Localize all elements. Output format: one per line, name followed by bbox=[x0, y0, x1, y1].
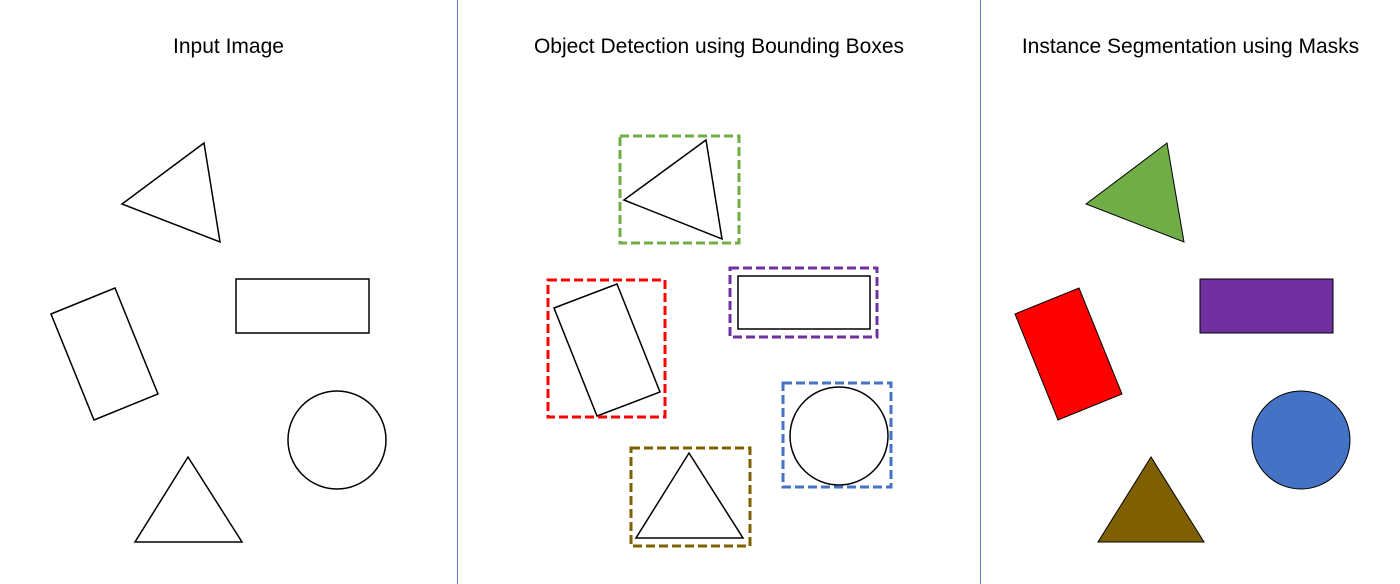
rectangle-tilted-mask bbox=[1014, 287, 1123, 421]
rectangle-wide-shape bbox=[737, 275, 871, 330]
triangle-top-shape bbox=[622, 138, 723, 241]
rectangle-wide-shape bbox=[235, 278, 370, 334]
object-detection-panel bbox=[546, 134, 893, 548]
rectangle-wide-mask bbox=[1199, 278, 1334, 334]
circle-mask bbox=[1251, 390, 1351, 490]
bounding-box-rectangle-tilted bbox=[546, 278, 667, 419]
rectangle-tilted-shape bbox=[553, 283, 661, 417]
triangle-bottom-mask bbox=[1097, 456, 1205, 543]
bounding-box-rectangle-wide bbox=[728, 266, 879, 339]
triangle-bottom-shape bbox=[133, 455, 244, 543]
bounding-box-triangle-top bbox=[618, 134, 741, 245]
triangle-top-mask bbox=[1084, 142, 1185, 243]
triangle-top-shape bbox=[120, 141, 221, 244]
panel-title-instance-segmentation: Instance Segmentation using Masks bbox=[1021, 35, 1360, 58]
panel-divider bbox=[457, 0, 458, 584]
bounding-box-triangle-bottom bbox=[629, 446, 752, 548]
input-image-panel bbox=[50, 141, 387, 543]
panel-title-object-detection: Object Detection using Bounding Boxes bbox=[533, 35, 905, 58]
circle-shape bbox=[287, 390, 387, 490]
instance-segmentation-panel bbox=[1014, 142, 1351, 543]
panel-title-input-image: Input Image bbox=[173, 35, 284, 58]
panel-divider bbox=[980, 0, 981, 584]
triangle-bottom-shape bbox=[634, 451, 745, 539]
circle-shape bbox=[789, 386, 889, 486]
rectangle-tilted-shape bbox=[50, 287, 159, 421]
bounding-box-circle bbox=[781, 381, 893, 489]
